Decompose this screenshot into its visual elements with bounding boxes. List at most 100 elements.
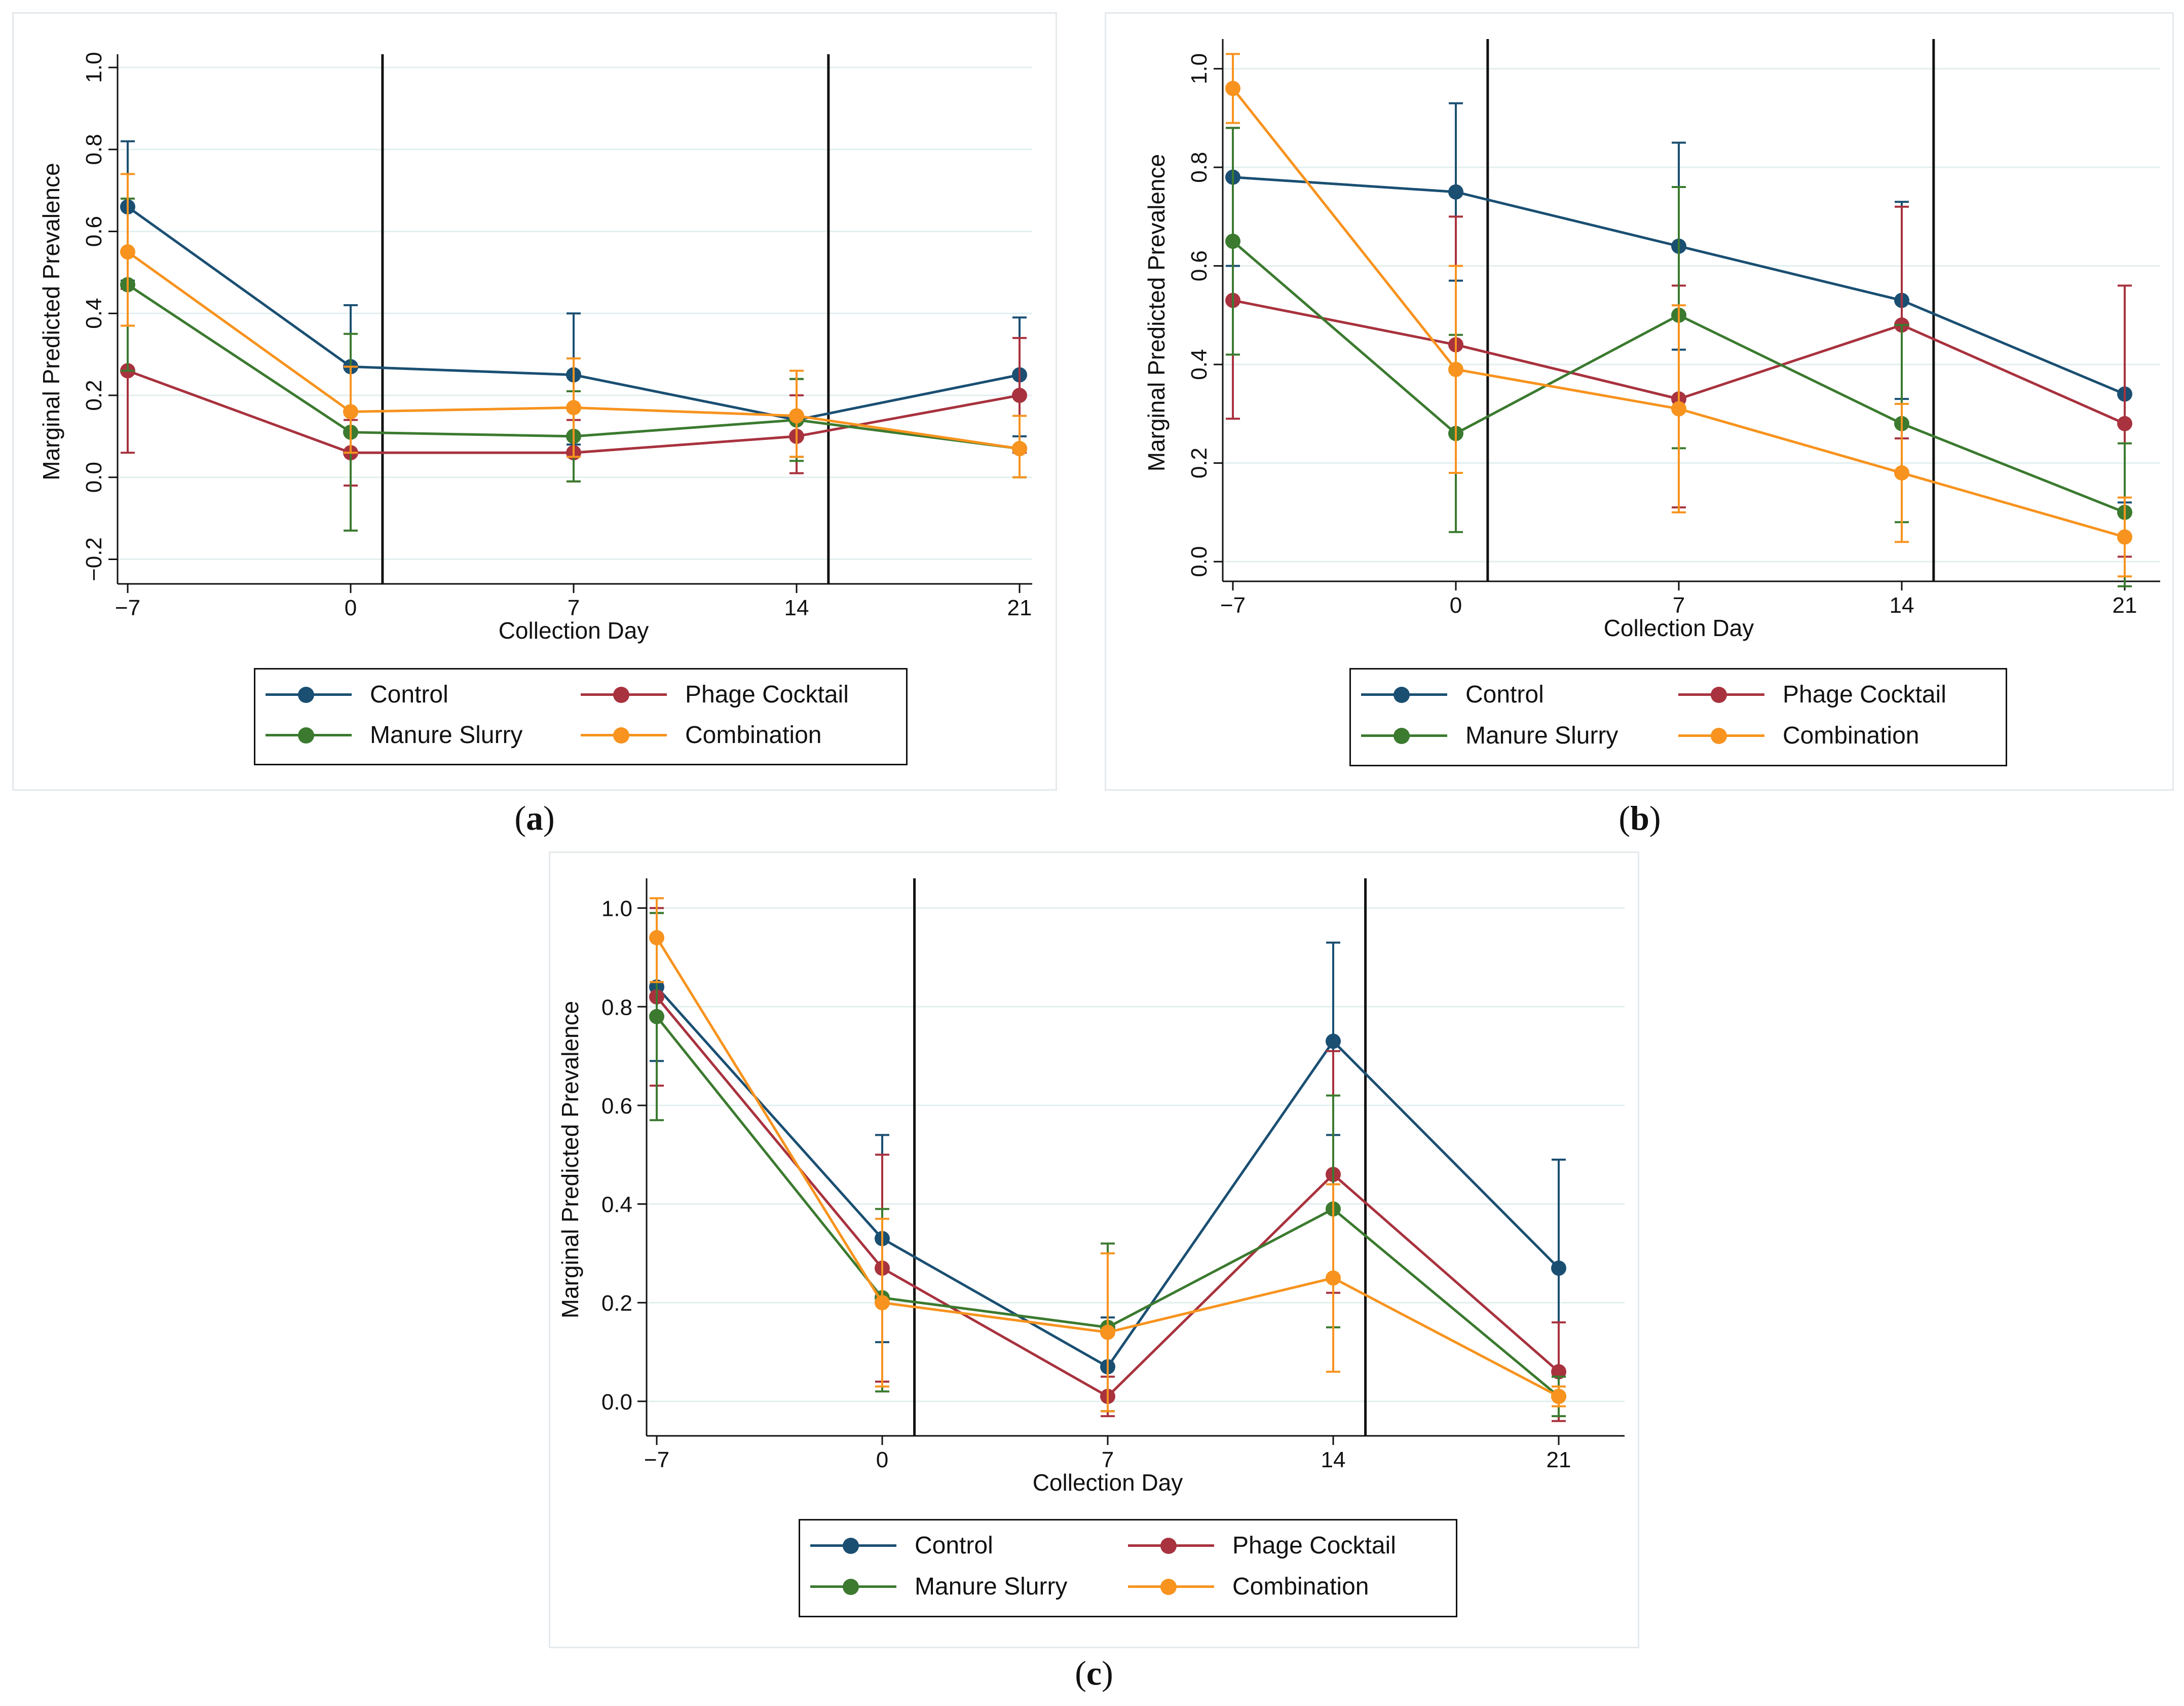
legend-swatch-phage bbox=[581, 684, 667, 704]
chart-c-y-axis-title: Marginal Predicted Prevalence bbox=[557, 1001, 583, 1318]
chart-panel-a: −0.2 0.0 0.2 0.4 0.6 0.8 1.0 −7 0 7 14 21 Collection… bbox=[12, 12, 1057, 791]
chart-c-x-tick-label-2: 7 bbox=[1102, 1448, 1114, 1472]
chart-a-y-tick-label-6: 1.0 bbox=[82, 52, 106, 83]
legend-swatch-combination bbox=[1128, 1576, 1214, 1597]
chart-c-y-tick-label-0: 0.0 bbox=[601, 1390, 632, 1415]
legend-swatch-combination bbox=[581, 725, 667, 745]
chart-c-plot: 0.0 0.2 0.4 0.6 0.8 1.0 −7 0 7 14 21 Collection Day… bbox=[557, 878, 1625, 1496]
legend-label-control: Control bbox=[1465, 681, 1544, 708]
legend-item-manure: Manure Slurry bbox=[266, 719, 581, 751]
chart-c-combination-point-2 bbox=[1100, 1324, 1115, 1340]
chart-b-combination-point-0 bbox=[1225, 81, 1240, 96]
legend-label-phage: Phage Cocktail bbox=[1783, 681, 1946, 708]
chart-c-combination-point-3 bbox=[1326, 1270, 1341, 1286]
chart-a-x-tick-label-1: 0 bbox=[345, 596, 357, 620]
chart-b-y-tick-label-2: 0.4 bbox=[1187, 349, 1212, 380]
legend-swatch-manure bbox=[810, 1576, 896, 1597]
legend-item-control: Control bbox=[1361, 679, 1678, 710]
chart-b-x-tick-label-2: 7 bbox=[1673, 593, 1685, 618]
legend-item-phage: Phage Cocktail bbox=[581, 679, 896, 710]
legend-label-manure: Manure Slurry bbox=[370, 721, 523, 749]
chart-panel-b: 0.0 0.2 0.4 0.6 0.8 1.0 −7 0 7 14 21 Collection Day… bbox=[1105, 12, 2174, 791]
chart-b-y-tick-label-0: 0.0 bbox=[1187, 546, 1212, 577]
chart-c-x-tick-label-1: 0 bbox=[876, 1448, 888, 1472]
legend-item-phage: Phage Cocktail bbox=[1128, 1530, 1446, 1561]
legend-item-combination: Combination bbox=[581, 719, 896, 751]
chart-b-x-tick-label-0: −7 bbox=[1220, 593, 1246, 618]
chart-b-x-tick-label-3: 14 bbox=[1890, 593, 1914, 618]
chart-c-combination-point-0 bbox=[649, 930, 664, 946]
chart-a-y-axis-title: Marginal Predicted Prevalence bbox=[38, 163, 64, 480]
chart-panel-c: 0.0 0.2 0.4 0.6 0.8 1.0 −7 0 7 14 21 Collection Day… bbox=[549, 851, 1639, 1648]
chart-a-y-tick-label-5: 0.8 bbox=[82, 134, 106, 165]
legend-label-phage: Phage Cocktail bbox=[685, 681, 849, 708]
legend-swatch-manure bbox=[1361, 725, 1447, 746]
caption-a: (a) bbox=[514, 799, 555, 837]
chart-b-combination-point-3 bbox=[1894, 465, 1909, 481]
chart-c-combination-point-1 bbox=[875, 1295, 890, 1311]
chart-a-x-tick-label-0: −7 bbox=[115, 596, 140, 620]
chart-a-combination-point-4 bbox=[1012, 441, 1027, 457]
chart-b-legend: Control Phage Cocktail Manure Slurry Com… bbox=[1349, 668, 2007, 766]
chart-a-x-tick-label-4: 21 bbox=[1007, 596, 1032, 620]
legend-item-combination: Combination bbox=[1678, 720, 1995, 751]
caption-b-letter: b bbox=[1630, 799, 1649, 837]
chart-a-y-tick-label-2: 0.2 bbox=[82, 380, 106, 411]
chart-a-x-tick-label-3: 14 bbox=[784, 596, 809, 620]
legend-label-manure: Manure Slurry bbox=[915, 1573, 1068, 1600]
legend-label-combination: Combination bbox=[1783, 722, 1919, 749]
chart-b-y-tick-label-4: 0.8 bbox=[1187, 152, 1212, 183]
legend-item-control: Control bbox=[266, 679, 581, 710]
chart-a-phage-point-4 bbox=[1012, 388, 1027, 403]
chart-b-y-axis-title: Marginal Predicted Prevalence bbox=[1143, 154, 1170, 471]
chart-c-x-axis-title: Collection Day bbox=[1033, 1469, 1183, 1496]
chart-c-manure-point-0 bbox=[649, 1009, 664, 1024]
chart-c-control-point-4 bbox=[1551, 1260, 1566, 1276]
legend-label-combination: Combination bbox=[685, 721, 822, 749]
chart-b-x-axis-title: Collection Day bbox=[1604, 615, 1754, 641]
chart-a-x-axis-title: Collection Day bbox=[499, 617, 649, 644]
caption-c-letter: c bbox=[1086, 1654, 1102, 1692]
chart-c-phage-point-4 bbox=[1551, 1364, 1566, 1380]
chart-c-x-tick-label-3: 14 bbox=[1321, 1448, 1346, 1472]
chart-c-control-point-3 bbox=[1326, 1033, 1341, 1049]
chart-a-y-tick-label-4: 0.6 bbox=[82, 216, 106, 247]
legend-swatch-phage bbox=[1678, 684, 1764, 704]
caption-b: (b) bbox=[1618, 799, 1661, 837]
chart-c-legend: Control Phage Cocktail Manure Slurry Com… bbox=[799, 1519, 1457, 1617]
chart-b-y-tick-label-1: 0.2 bbox=[1187, 448, 1212, 478]
chart-c-x-tick-label-0: −7 bbox=[644, 1448, 669, 1472]
chart-c-y-tick-label-2: 0.4 bbox=[601, 1193, 632, 1217]
chart-c-x-tick-label-4: 21 bbox=[1547, 1448, 1571, 1472]
chart-b-combination-point-2 bbox=[1671, 401, 1686, 417]
legend-swatch-combination bbox=[1678, 725, 1764, 746]
legend-swatch-control bbox=[266, 684, 352, 704]
legend-item-manure: Manure Slurry bbox=[1361, 720, 1678, 751]
chart-c-combination-point-4 bbox=[1551, 1389, 1566, 1404]
chart-b-y-tick-label-5: 1.0 bbox=[1187, 53, 1212, 84]
caption-c: (c) bbox=[1075, 1654, 1113, 1692]
legend-label-phage: Phage Cocktail bbox=[1232, 1532, 1396, 1559]
chart-a-combination-point-3 bbox=[789, 408, 804, 424]
chart-b-combination-point-4 bbox=[2117, 529, 2132, 545]
chart-b-phage-point-4 bbox=[2117, 416, 2132, 431]
chart-a-x-tick-label-2: 7 bbox=[568, 596, 580, 620]
chart-b-plot: 0.0 0.2 0.4 0.6 0.8 1.0 −7 0 7 14 21 Collection Day… bbox=[1143, 39, 2160, 641]
chart-a-combination-point-2 bbox=[566, 400, 581, 416]
chart-b-x-tick-label-4: 21 bbox=[2113, 593, 2137, 618]
legend-item-combination: Combination bbox=[1128, 1571, 1446, 1602]
legend-swatch-control bbox=[810, 1535, 896, 1555]
legend-label-control: Control bbox=[370, 681, 448, 708]
legend-item-control: Control bbox=[810, 1530, 1128, 1561]
legend-item-phage: Phage Cocktail bbox=[1678, 679, 1995, 710]
chart-a-series-combination bbox=[120, 173, 1027, 478]
chart-a-y-tick-label-3: 0.4 bbox=[82, 298, 106, 329]
chart-a-plot: −0.2 0.0 0.2 0.4 0.6 0.8 1.0 −7 0 7 14 21 Collection… bbox=[38, 52, 1032, 644]
chart-c-y-tick-label-5: 1.0 bbox=[601, 897, 632, 921]
chart-b-control-point-1 bbox=[1448, 184, 1463, 200]
chart-c-y-tick-label-1: 0.2 bbox=[601, 1291, 632, 1316]
legend-label-control: Control bbox=[915, 1532, 993, 1559]
legend-label-combination: Combination bbox=[1232, 1573, 1369, 1600]
chart-c-series-combination bbox=[649, 897, 1566, 1413]
chart-c-y-tick-label-4: 0.8 bbox=[601, 995, 632, 1020]
